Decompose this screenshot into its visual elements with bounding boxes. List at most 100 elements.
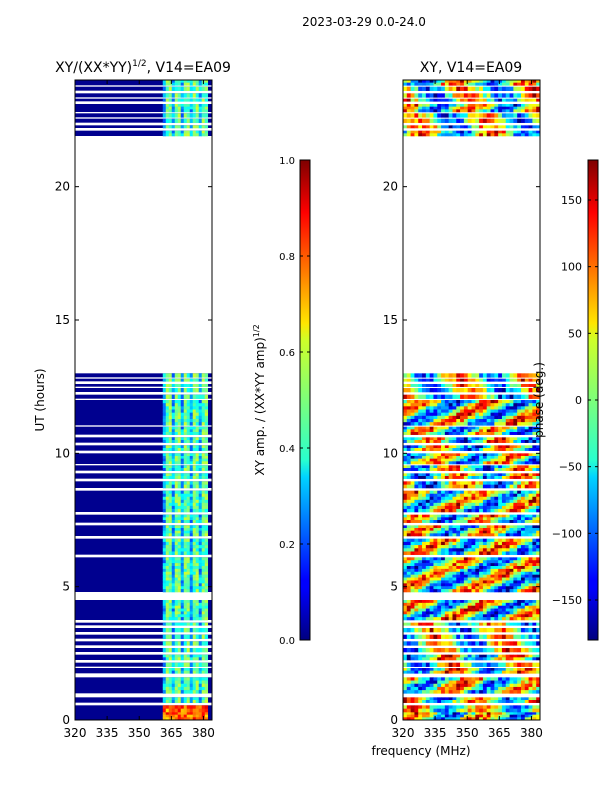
heatmap-cell bbox=[198, 541, 203, 546]
heatmap-cell bbox=[536, 560, 540, 564]
heatmap-cell bbox=[186, 373, 191, 378]
heatmap-cell bbox=[174, 662, 179, 667]
heatmap-cell bbox=[490, 125, 495, 129]
heatmap-cell bbox=[471, 712, 476, 715]
heatmap-cell bbox=[177, 541, 182, 546]
heatmap-cell bbox=[528, 422, 533, 426]
heatmap-cell bbox=[532, 557, 537, 561]
heatmap-cell bbox=[410, 551, 415, 555]
heatmap-cell bbox=[177, 677, 182, 681]
heatmap-cell bbox=[162, 468, 167, 471]
heatmap-cell bbox=[452, 686, 457, 691]
heatmap-cell bbox=[528, 705, 533, 709]
heatmap-cell bbox=[498, 476, 503, 479]
heatmap-cell bbox=[425, 508, 430, 513]
heatmap-cell bbox=[471, 456, 476, 459]
heatmap-cell bbox=[456, 415, 461, 420]
heatmap-cell bbox=[536, 496, 540, 501]
heatmap-cell bbox=[403, 432, 408, 435]
heatmap-cell bbox=[189, 412, 194, 417]
heatmap-cell bbox=[517, 583, 522, 587]
heatmap-cell bbox=[433, 373, 438, 378]
heatmap-cell bbox=[536, 641, 540, 646]
heatmap-cell bbox=[475, 422, 480, 426]
heatmap-cell bbox=[448, 490, 453, 495]
heatmap-cell bbox=[162, 662, 167, 667]
heatmap-cell bbox=[509, 608, 514, 612]
heatmap-cell bbox=[165, 80, 170, 83]
heatmap-cell bbox=[528, 493, 533, 498]
heatmap-cell bbox=[183, 680, 188, 685]
heatmap-cell bbox=[471, 530, 476, 534]
heatmap-cell bbox=[198, 415, 203, 420]
heatmap-cell bbox=[204, 394, 209, 399]
heatmap-cell bbox=[186, 473, 191, 477]
heatmap-cell bbox=[479, 484, 484, 489]
heatmap-cell bbox=[168, 113, 173, 118]
heatmap-cell bbox=[509, 708, 514, 713]
heatmap-cell bbox=[505, 538, 510, 543]
heatmap-cell bbox=[198, 530, 203, 534]
heatmap-cell bbox=[403, 448, 408, 451]
heatmap-cell bbox=[180, 690, 185, 694]
heatmap-cell bbox=[195, 683, 200, 688]
heatmap-cell bbox=[471, 453, 476, 457]
heatmap-cell bbox=[471, 394, 476, 399]
heatmap-cell bbox=[463, 502, 468, 507]
heatmap-cell bbox=[475, 403, 480, 407]
heatmap-cell bbox=[479, 388, 484, 393]
heatmap-cell bbox=[180, 589, 185, 593]
heatmap-cell bbox=[471, 700, 476, 703]
heatmap-cell bbox=[479, 429, 484, 433]
heatmap-cell bbox=[422, 608, 427, 612]
heatmap-cell bbox=[195, 130, 200, 134]
heatmap-cell bbox=[410, 484, 415, 489]
heatmap-cell bbox=[406, 662, 411, 667]
heatmap-cell bbox=[183, 409, 188, 413]
heatmap-cell bbox=[165, 422, 170, 426]
heatmap-cell bbox=[422, 125, 427, 129]
heatmap-cell bbox=[410, 496, 415, 501]
heatmap-cell bbox=[536, 490, 540, 495]
heatmap-cell bbox=[201, 490, 206, 495]
heatmap-cell bbox=[198, 429, 203, 433]
heatmap-cell bbox=[486, 468, 491, 471]
heatmap-cell bbox=[403, 634, 408, 639]
heatmap-cell bbox=[486, 668, 491, 671]
heatmap-cell bbox=[425, 461, 430, 465]
heatmap-cell bbox=[165, 617, 170, 621]
heatmap-cell bbox=[425, 700, 430, 703]
heatmap-cell bbox=[490, 426, 495, 430]
heatmap-cell bbox=[475, 545, 480, 549]
heatmap-cell bbox=[498, 600, 503, 604]
heatmap-cell bbox=[192, 505, 197, 510]
heatmap-cell bbox=[467, 700, 472, 703]
heatmap-cell bbox=[165, 426, 170, 430]
heatmap-cell bbox=[183, 415, 188, 420]
heatmap-cell bbox=[437, 577, 442, 581]
heatmap-cell bbox=[456, 586, 461, 590]
heatmap-cell bbox=[467, 508, 472, 513]
heatmap-cell bbox=[494, 403, 499, 407]
heatmap-cell bbox=[165, 86, 170, 91]
heatmap-cell bbox=[201, 662, 206, 667]
heatmap-cell bbox=[520, 481, 526, 485]
heatmap-cell bbox=[171, 473, 176, 477]
heatmap-cell bbox=[460, 690, 465, 694]
heatmap-cell bbox=[498, 548, 503, 552]
heatmap-cell bbox=[501, 602, 507, 607]
heatmap-cell bbox=[195, 670, 200, 674]
heatmap-cell bbox=[513, 400, 518, 404]
heatmap-cell bbox=[448, 662, 453, 667]
heatmap-cell bbox=[406, 602, 411, 607]
heatmap-cell bbox=[180, 530, 185, 534]
heatmap-cell bbox=[509, 690, 514, 694]
heatmap-cell bbox=[174, 473, 179, 477]
heatmap-cell bbox=[429, 499, 434, 504]
figure-title: 2023-03-29 0.0-24.0 bbox=[302, 15, 426, 29]
heatmap-cell bbox=[410, 493, 415, 498]
heatmap-cell bbox=[168, 690, 173, 694]
heatmap-cell bbox=[467, 409, 472, 413]
heatmap-cell bbox=[183, 551, 188, 555]
heatmap-cell bbox=[198, 445, 203, 449]
